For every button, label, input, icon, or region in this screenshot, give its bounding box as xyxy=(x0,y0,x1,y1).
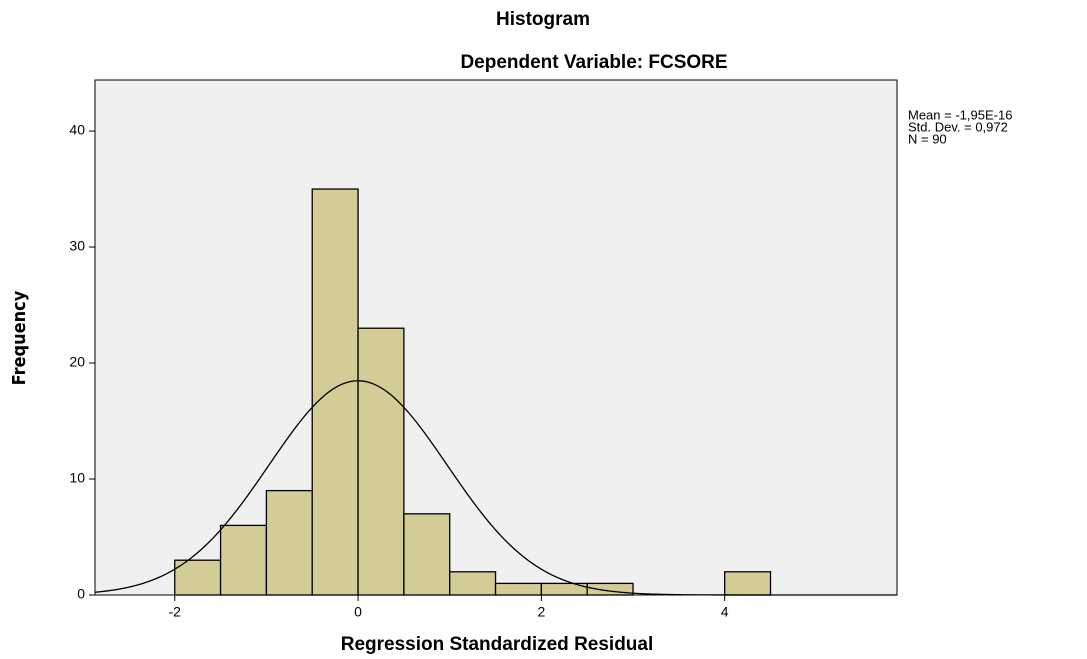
y-tick-label: 20 xyxy=(69,354,85,370)
bar xyxy=(265,489,313,596)
bar xyxy=(219,524,268,596)
x-tick-label: 0 xyxy=(354,604,362,620)
bar xyxy=(494,582,543,596)
bar xyxy=(403,513,451,596)
x-tick-label: 4 xyxy=(721,604,729,620)
chart-subtitle: Dependent Variable: FCSORE xyxy=(460,52,727,73)
plot-frame xyxy=(94,79,898,596)
bar xyxy=(357,327,405,596)
x-tick-label: -2 xyxy=(169,604,182,620)
bar xyxy=(724,571,772,596)
stat-label: Mean = -1,95E-16 xyxy=(908,107,1012,122)
bar xyxy=(449,571,497,596)
stat-label: Std. Dev. = 0,972 xyxy=(908,119,1008,134)
x-axis-label: Regression Standardized Residual xyxy=(341,634,654,655)
x-tick-label: 2 xyxy=(537,604,545,620)
y-tick-label: 0 xyxy=(77,586,85,602)
y-tick-label: 10 xyxy=(69,470,85,486)
y-tick-label: 40 xyxy=(69,122,85,138)
plot-area xyxy=(94,79,898,596)
bar xyxy=(311,188,359,596)
stat-label: N = 90 xyxy=(908,131,947,146)
y-tick-label: 30 xyxy=(69,238,85,254)
chart-title: Histogram xyxy=(496,9,590,30)
y-axis-label: Frequency xyxy=(9,290,30,385)
